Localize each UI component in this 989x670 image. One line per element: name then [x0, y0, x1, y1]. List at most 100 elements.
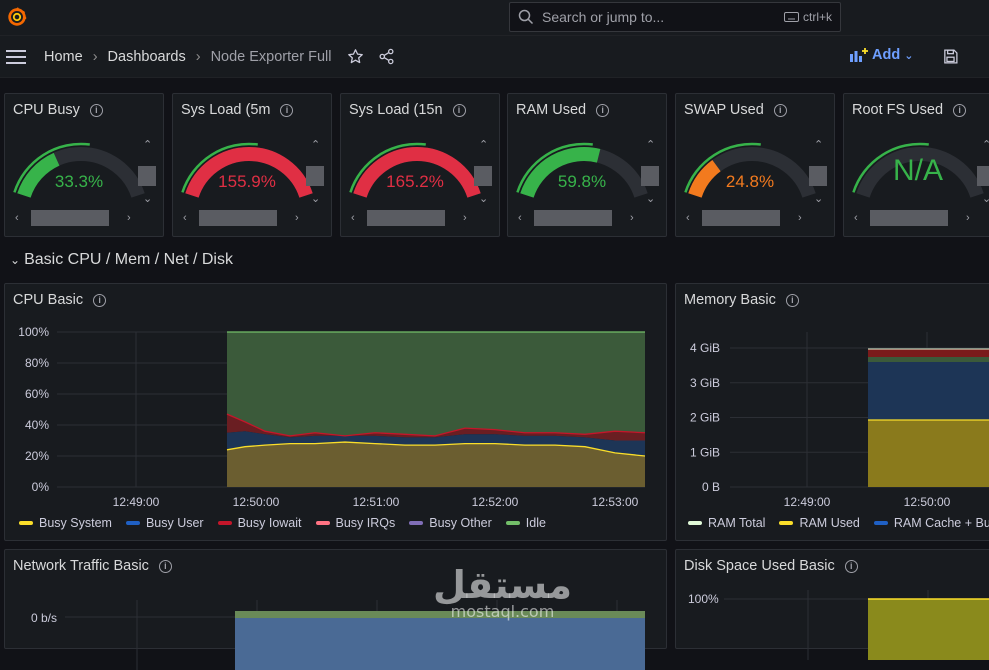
chevron-left-icon[interactable]: ‹ [15, 212, 19, 224]
chevron-right-icon[interactable]: › [463, 212, 467, 224]
disk-space-panel[interactable]: Disk Space Used Basic i 100% [675, 549, 989, 660]
horizontal-scrollbar[interactable] [367, 210, 445, 226]
legend-item[interactable]: Busy Iowait [217, 516, 302, 530]
keyboard-shortcut: ctrl+k [783, 10, 832, 24]
legend-item[interactable]: Busy IRQs [315, 516, 395, 530]
y-tick-label: 40% [25, 418, 49, 432]
chevron-down-icon[interactable]: ⌄ [982, 192, 989, 205]
chevron-right-icon[interactable]: › [295, 212, 299, 224]
info-icon[interactable]: i [844, 559, 858, 573]
info-icon[interactable]: i [953, 103, 967, 117]
gauge-panel[interactable]: Sys Load (15n i 165.2% ‹ › ⌃ ⌄ [340, 93, 500, 237]
legend-item[interactable]: Idle [505, 516, 546, 530]
chevron-down-icon[interactable]: ⌄ [143, 193, 153, 205]
legend-item[interactable]: Busy User [125, 516, 204, 530]
search-input[interactable]: Search or jump to... ctrl+k [509, 2, 841, 32]
info-icon[interactable]: i [280, 103, 294, 117]
info-icon[interactable]: i [452, 103, 466, 117]
horizontal-scrollbar[interactable] [534, 210, 612, 226]
panel-title: CPU Basic i [13, 292, 107, 308]
breadcrumb: Home › Dashboards › Node Exporter Full [44, 48, 395, 65]
vertical-scrollbar[interactable] [138, 166, 156, 186]
gauge-panel[interactable]: SWAP Used i 24.8% ‹ › ⌃ ⌄ [675, 93, 835, 237]
chevron-down-icon[interactable]: ⌄ [479, 193, 489, 205]
x-tick-label: 12:50:00 [233, 495, 280, 509]
chevron-left-icon[interactable]: ‹ [686, 212, 690, 224]
info-icon[interactable]: i [785, 293, 799, 307]
horizontal-scrollbar[interactable] [199, 210, 277, 226]
horizontal-scrollbar[interactable] [702, 210, 780, 226]
info-icon[interactable]: i [158, 559, 172, 573]
horizontal-scrollbar[interactable] [31, 210, 109, 226]
chevron-left-icon[interactable]: ‹ [854, 212, 858, 224]
legend-item[interactable]: Busy System [19, 516, 112, 530]
y-tick-label: 4 GiB [690, 341, 720, 355]
chevron-right-icon[interactable]: › [127, 212, 131, 224]
cpu-basic-chart[interactable]: 100% 80% 60% 40% 20% 0% 12:49:00 12:50:00 12:51:… [5, 312, 668, 542]
save-icon[interactable] [942, 48, 959, 65]
x-tick-label: 12:49:00 [113, 495, 160, 509]
gauge-arc [13, 142, 145, 198]
row-header[interactable]: ⌄ Basic CPU / Mem / Net / Disk [10, 251, 233, 269]
chevron-up-icon[interactable]: ⌃ [982, 138, 989, 151]
legend-item[interactable]: RAM Cache + Bu [873, 516, 989, 530]
legend-item[interactable]: RAM Total [688, 516, 765, 530]
chevron-left-icon[interactable]: ‹ [183, 212, 187, 224]
chevron-right-icon[interactable]: › [966, 212, 970, 224]
panel-title: RAM Used i [516, 102, 610, 118]
chevron-down-icon[interactable]: ⌄ [814, 193, 824, 205]
chevron-left-icon[interactable]: ‹ [351, 212, 355, 224]
star-icon[interactable] [347, 48, 364, 65]
vertical-scrollbar[interactable] [977, 166, 989, 186]
info-icon[interactable]: i [596, 103, 610, 117]
legend-swatch [409, 521, 424, 525]
row-title: Basic CPU / Mem / Net / Disk [24, 251, 233, 268]
chevron-up-icon[interactable]: ⌃ [479, 139, 489, 151]
legend-swatch [688, 521, 702, 525]
vertical-scrollbar[interactable] [641, 166, 659, 186]
memory-basic-panel[interactable]: Memory Basic i 4 GiB 3 GiB 2 GiB 1 GiB 0 B 12… [675, 283, 989, 541]
vertical-scrollbar[interactable] [306, 166, 324, 186]
grafana-logo-icon[interactable] [6, 6, 28, 28]
ram-free-area [868, 357, 989, 362]
gauge-panel[interactable]: RAM Used i 59.8% ‹ › ⌃ ⌄ [507, 93, 667, 237]
chevron-up-icon[interactable]: ⌃ [814, 139, 824, 151]
panel-title: Disk Space Used Basic i [684, 558, 858, 574]
info-icon[interactable]: i [93, 293, 107, 307]
info-icon[interactable]: i [89, 103, 103, 117]
horizontal-scrollbar[interactable] [870, 210, 948, 226]
chevron-down-icon[interactable]: ⌄ [311, 193, 321, 205]
legend-item[interactable]: RAM Used [779, 516, 860, 530]
share-icon[interactable] [378, 48, 395, 65]
chevron-right-icon[interactable]: › [798, 212, 802, 224]
legend-item[interactable]: Busy Other [409, 516, 492, 530]
y-tick-label: 80% [25, 356, 49, 370]
cpu-basic-panel[interactable]: CPU Basic i 100% 80% 60% 40% 20% 0% 12:49:00 12… [4, 283, 667, 541]
add-button[interactable]: Add ⌄ [850, 47, 913, 63]
gauge-fill [17, 152, 60, 198]
disk-chart[interactable]: 100% [676, 590, 989, 660]
breadcrumb-dashboards[interactable]: Dashboards [107, 48, 186, 65]
x-tick-label: 12:53:00 [592, 495, 639, 509]
memory-basic-chart[interactable]: 4 GiB 3 GiB 2 GiB 1 GiB 0 B 12:49:00 12:50:00 [676, 312, 989, 542]
chevron-down-icon[interactable]: ⌄ [646, 193, 656, 205]
chevron-left-icon[interactable]: ‹ [518, 212, 522, 224]
legend-swatch [505, 521, 520, 525]
chevron-up-icon[interactable]: ⌃ [311, 139, 321, 151]
gauge-arc [516, 142, 648, 198]
cpu-legend: Busy System Busy User Busy Iowait Busy IRQs… [19, 516, 546, 530]
breadcrumb-home[interactable]: Home [44, 48, 83, 65]
chevron-up-icon[interactable]: ⌃ [646, 139, 656, 151]
vertical-scrollbar[interactable] [474, 166, 492, 186]
gauge-panel[interactable]: CPU Busy i 33.3% ‹ › ⌃ ⌄ [4, 93, 164, 237]
gauge-threshold [516, 142, 593, 193]
info-icon[interactable]: i [773, 103, 787, 117]
gauge-fill [185, 147, 313, 198]
menu-icon[interactable] [6, 49, 26, 64]
gauge-panel[interactable]: Sys Load (5m i 155.9% ‹ › ⌃ ⌄ [172, 93, 332, 237]
gauge-fill [520, 147, 601, 198]
chevron-right-icon[interactable]: › [630, 212, 634, 224]
vertical-scrollbar[interactable] [809, 166, 827, 186]
chevron-up-icon[interactable]: ⌃ [143, 139, 153, 151]
